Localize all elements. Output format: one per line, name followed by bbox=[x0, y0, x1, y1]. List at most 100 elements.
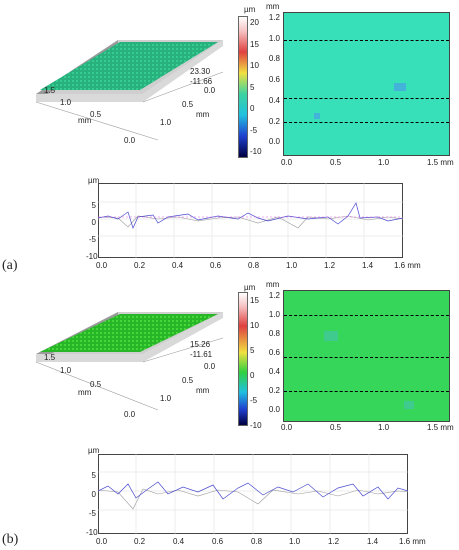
profile-chart-a bbox=[98, 183, 403, 258]
x-tick: 0.6 bbox=[210, 261, 222, 270]
cb-tick: 5 bbox=[250, 82, 255, 92]
y-tick: -5 bbox=[88, 509, 96, 518]
panel-label-a: (a) bbox=[2, 258, 18, 273]
x-tick: 1.0 bbox=[289, 537, 301, 546]
z-max-a: 23.30 bbox=[190, 67, 211, 76]
tick-r1-a: 0.5 bbox=[182, 100, 194, 109]
x-tick: 1.6 mm bbox=[394, 261, 421, 270]
x-tick: 1.0 bbox=[286, 261, 298, 270]
map-xtick-b1: 0.5 bbox=[330, 423, 342, 432]
colorbar-ticks-a: 20 15 10 5 0 -5 -10 bbox=[250, 12, 262, 163]
profile-chart-b bbox=[98, 454, 408, 534]
y-tick: 0.0 bbox=[268, 137, 280, 147]
x-tick: 0.0 bbox=[96, 537, 108, 546]
x-tick: 0.6 bbox=[212, 537, 224, 546]
y-tick: 0.6 bbox=[268, 75, 280, 85]
cb-tick: -5 bbox=[250, 125, 258, 135]
map-speck bbox=[394, 83, 406, 91]
tick-r2-b: 0.0 bbox=[204, 362, 216, 371]
map-xtick-b3: 1.5 mm bbox=[427, 423, 454, 432]
y-tick: 0.2 bbox=[268, 116, 280, 126]
cb-tick: 20 bbox=[250, 18, 259, 27]
profile-line bbox=[284, 357, 449, 358]
y-tick: 0.0 bbox=[268, 405, 280, 414]
profile-line bbox=[284, 98, 449, 99]
map-speck bbox=[324, 331, 338, 341]
cb-tick: -10 bbox=[250, 421, 262, 430]
y-tick: -10 bbox=[86, 252, 98, 261]
map-speck bbox=[314, 113, 320, 119]
height-map-a bbox=[283, 12, 450, 156]
tick-l0-a: 1.5 bbox=[44, 86, 56, 95]
tick-l0-b: 1.5 bbox=[44, 353, 56, 362]
y-tick: 0.8 bbox=[268, 329, 280, 338]
y-tick: 0 bbox=[91, 490, 96, 499]
profile-yticks-b: 5 0 -5 -10 bbox=[86, 466, 98, 542]
x-tick: 1.4 bbox=[362, 261, 374, 270]
map-xtick-a3: 1.5 mm bbox=[427, 158, 454, 167]
colorbar-ticks-b: 15 10 5 0 -5 -10 bbox=[250, 288, 262, 438]
cb-tick: 15 bbox=[250, 39, 259, 49]
x-tick: 0.0 bbox=[96, 261, 108, 270]
axis-mm-b1: mm bbox=[78, 388, 92, 397]
tick-r0-a: 1.0 bbox=[160, 118, 172, 127]
tick-r2-a: 0.0 bbox=[204, 86, 216, 95]
profile-yticks-a: 5 0 -5 -10 bbox=[86, 197, 98, 265]
map-xtick-b0: 0.0 bbox=[281, 423, 293, 432]
tick-l1-a: 1.0 bbox=[60, 98, 72, 107]
x-tick: 1.6 mm bbox=[399, 537, 426, 546]
map-xtick-b2: 1.0 bbox=[378, 423, 390, 432]
map-unit-a: mm bbox=[266, 2, 280, 11]
z-max-b: 15.26 bbox=[190, 340, 211, 349]
tick-l2-b: 0.5 bbox=[90, 380, 102, 389]
colorbar-a bbox=[238, 16, 248, 158]
axis-mm-b2: mm bbox=[196, 386, 210, 395]
x-tick: 0.4 bbox=[173, 537, 185, 546]
cb-tick: -5 bbox=[250, 396, 258, 405]
profile-line bbox=[284, 391, 449, 392]
x-tick: 0.2 bbox=[134, 537, 146, 546]
profile-unit-a: µm bbox=[88, 176, 100, 185]
surface-3d-a bbox=[35, 40, 224, 141]
tick-r1-b: 0.5 bbox=[182, 376, 194, 385]
profile-line bbox=[284, 40, 449, 41]
map-xtick-a0: 0.0 bbox=[281, 158, 293, 167]
colorbar-b bbox=[238, 292, 248, 426]
profile-line bbox=[284, 315, 449, 316]
x-tick: 1.4 bbox=[367, 537, 379, 546]
map-yticks-a: 1.2 1.0 0.8 0.6 0.4 0.2 0.0 bbox=[266, 8, 280, 153]
cb-tick: 15 bbox=[250, 296, 259, 305]
panel-label-b: (b) bbox=[2, 532, 19, 547]
map-speck bbox=[404, 401, 414, 409]
x-tick: 0.4 bbox=[172, 261, 184, 270]
x-tick: 0.8 bbox=[251, 537, 263, 546]
map-yticks-b: 1.2 1.0 0.8 0.6 0.4 0.2 0.0 bbox=[266, 286, 280, 419]
tick-l3-a: 0.0 bbox=[124, 136, 136, 145]
y-tick: 5 bbox=[91, 201, 96, 210]
z-min-a: -11.66 bbox=[190, 77, 213, 86]
profile-line bbox=[284, 122, 449, 123]
y-tick: 1.2 bbox=[268, 13, 280, 22]
y-tick: -5 bbox=[88, 235, 96, 244]
map-unit-b: mm bbox=[266, 280, 280, 289]
x-tick: 1.2 bbox=[324, 261, 336, 270]
cb-tick: 5 bbox=[250, 346, 255, 355]
x-tick: 1.2 bbox=[328, 537, 340, 546]
y-tick: 0.8 bbox=[268, 54, 280, 64]
colorbar-unit-a: µm bbox=[244, 5, 256, 14]
axis-mm-a1: mm bbox=[78, 116, 92, 125]
surface-3d-b bbox=[35, 312, 224, 411]
colorbar-unit-b: µm bbox=[244, 283, 256, 292]
y-tick: 1.0 bbox=[268, 33, 280, 43]
y-tick: 1.0 bbox=[268, 310, 280, 319]
y-tick: 1.2 bbox=[268, 291, 280, 300]
cb-tick: 0 bbox=[250, 371, 255, 380]
cb-tick: -10 bbox=[250, 147, 262, 156]
x-tick: 0.8 bbox=[248, 261, 260, 270]
cb-tick: 0 bbox=[250, 104, 255, 113]
x-tick: 0.2 bbox=[134, 261, 146, 270]
y-tick: 0.2 bbox=[268, 386, 280, 395]
y-tick: 0.4 bbox=[268, 95, 280, 105]
cb-tick: 10 bbox=[250, 61, 259, 70]
y-tick: -10 bbox=[86, 528, 98, 537]
